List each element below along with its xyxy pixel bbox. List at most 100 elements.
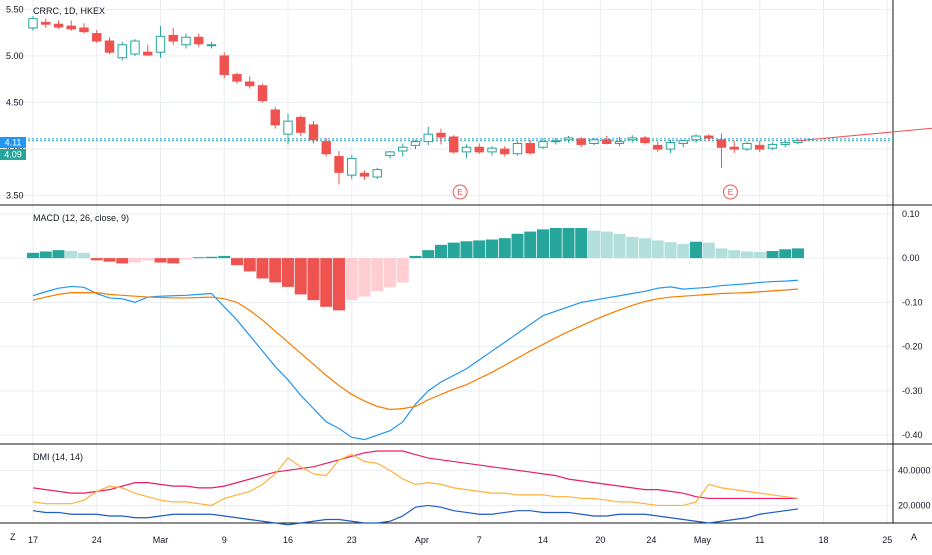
candle-body[interactable] — [359, 172, 370, 177]
candle-body[interactable] — [410, 141, 421, 146]
macd-histogram-bar[interactable] — [728, 250, 741, 259]
macd-histogram-bar[interactable] — [537, 229, 549, 259]
macd-panel[interactable] — [27, 228, 804, 441]
macd-histogram-bar[interactable] — [511, 233, 524, 259]
macd-histogram-bar[interactable] — [715, 248, 728, 259]
candle-body[interactable] — [755, 144, 765, 150]
candle-body[interactable] — [270, 109, 280, 126]
auto-scale-button[interactable]: A — [911, 532, 917, 542]
candle-body[interactable] — [691, 135, 701, 141]
dmi-title[interactable]: DMI (14, 14) — [33, 452, 83, 462]
candle-body[interactable] — [627, 137, 637, 141]
macd-histogram-bar[interactable] — [218, 255, 231, 259]
macd-histogram-bar[interactable] — [243, 258, 256, 272]
candle-body[interactable] — [500, 148, 510, 155]
candle-body[interactable] — [538, 141, 548, 148]
candle-body[interactable] — [512, 143, 523, 155]
macd-histogram-bar[interactable] — [779, 249, 792, 259]
candle-body[interactable] — [385, 151, 395, 157]
macd-histogram-bar[interactable] — [486, 239, 498, 259]
candle-body[interactable] — [168, 34, 178, 42]
macd-histogram-bar[interactable] — [753, 251, 766, 259]
candle-body[interactable] — [296, 116, 306, 133]
minus-di-line[interactable] — [32, 453, 799, 507]
macd-histogram-bar[interactable] — [371, 258, 384, 292]
macd-histogram-bar[interactable] — [651, 240, 664, 259]
macd-histogram-bar[interactable] — [498, 238, 511, 259]
candle-body[interactable] — [117, 44, 127, 59]
macd-histogram-bar[interactable] — [702, 242, 715, 259]
macd-histogram-bar[interactable] — [741, 251, 753, 259]
macd-histogram-bar[interactable] — [409, 255, 422, 259]
macd-line[interactable] — [32, 279, 799, 441]
candle-body[interactable] — [449, 136, 459, 153]
candle-body[interactable] — [640, 137, 650, 144]
candle-body[interactable] — [704, 135, 714, 139]
macd-histogram-bar[interactable] — [664, 242, 677, 259]
candle-body[interactable] — [245, 81, 255, 87]
dmi-panel[interactable] — [32, 450, 799, 526]
candle-body[interactable] — [232, 74, 242, 82]
macd-histogram-bar[interactable] — [52, 250, 65, 259]
macd-histogram-bar[interactable] — [766, 251, 779, 259]
candle-body[interactable] — [461, 146, 472, 153]
candle-body[interactable] — [53, 23, 64, 28]
macd-histogram-bar[interactable] — [231, 258, 243, 266]
macd-title[interactable]: MACD (12, 26, close, 9) — [33, 213, 129, 223]
macd-histogram-bar[interactable] — [473, 240, 486, 259]
macd-histogram-bar[interactable] — [690, 241, 702, 259]
candle-body[interactable] — [474, 146, 484, 153]
macd-histogram-bar[interactable] — [588, 230, 600, 259]
candle-body[interactable] — [602, 139, 612, 144]
candle-body[interactable] — [194, 36, 204, 45]
candle-body[interactable] — [143, 51, 153, 56]
candle-body[interactable] — [308, 124, 319, 141]
macd-histogram-bar[interactable] — [613, 233, 626, 259]
macd-histogram-bar[interactable] — [792, 248, 804, 259]
candle-body[interactable] — [551, 140, 561, 143]
candle-body[interactable] — [716, 139, 727, 148]
candle-body[interactable] — [614, 141, 625, 145]
candle-body[interactable] — [130, 40, 140, 55]
macd-histogram-bar[interactable] — [141, 258, 154, 261]
candle-body[interactable] — [334, 156, 344, 173]
candle-body[interactable] — [398, 146, 408, 152]
candle-body[interactable] — [767, 143, 778, 149]
macd-histogram-bar[interactable] — [435, 244, 447, 259]
macd-histogram-bar[interactable] — [39, 251, 52, 259]
macd-histogram-bar[interactable] — [205, 256, 218, 259]
macd-histogram-bar[interactable] — [460, 241, 473, 259]
macd-histogram-bar[interactable] — [78, 252, 90, 259]
earnings-marker[interactable]: E — [722, 184, 738, 200]
macd-histogram-bar[interactable] — [549, 228, 562, 259]
candle-body[interactable] — [79, 27, 89, 33]
macd-histogram-bar[interactable] — [180, 258, 192, 260]
plus-di-line[interactable] — [32, 504, 799, 526]
candle-body[interactable] — [321, 141, 331, 155]
candle-body[interactable] — [257, 85, 268, 102]
macd-histogram-bar[interactable] — [677, 243, 690, 259]
signal-line[interactable] — [32, 288, 799, 411]
candle-body[interactable] — [155, 35, 166, 53]
candle-body[interactable] — [423, 133, 433, 143]
macd-histogram-bar[interactable] — [256, 258, 269, 279]
candle-body[interactable] — [589, 139, 599, 144]
macd-histogram-bar[interactable] — [626, 236, 639, 259]
candle-body[interactable] — [28, 18, 38, 29]
macd-histogram-bar[interactable] — [575, 228, 588, 259]
macd-histogram-bar[interactable] — [639, 238, 651, 259]
candle-body[interactable] — [576, 138, 586, 145]
macd-histogram-bar[interactable] — [154, 258, 167, 263]
macd-histogram-bar[interactable] — [307, 258, 320, 301]
macd-histogram-bar[interactable] — [167, 258, 180, 264]
candle-body[interactable] — [742, 143, 752, 150]
earnings-marker[interactable]: E — [452, 184, 468, 200]
candle-body[interactable] — [487, 147, 497, 153]
macd-histogram-bar[interactable] — [116, 258, 129, 264]
macd-histogram-bar[interactable] — [320, 258, 333, 307]
macd-histogram-bar[interactable] — [282, 258, 294, 287]
macd-histogram-bar[interactable] — [294, 258, 307, 295]
trend-line[interactable] — [797, 123, 932, 142]
